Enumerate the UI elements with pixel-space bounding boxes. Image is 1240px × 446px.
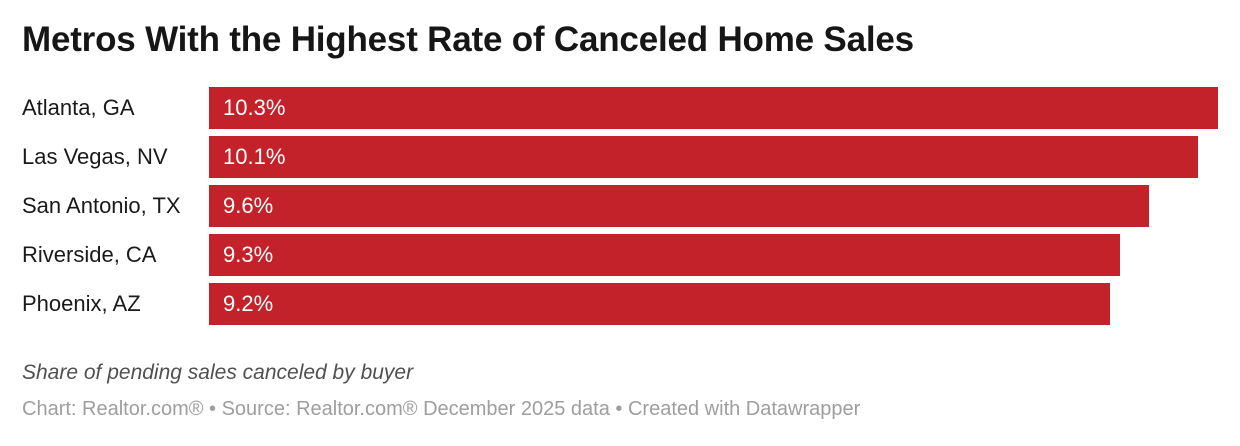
chart-note: Share of pending sales canceled by buyer (22, 360, 414, 384)
bar-track: 9.6% (209, 184, 1218, 227)
value-label: 9.6% (223, 192, 274, 218)
bar-chart: Atlanta, GA 10.3% Las Vegas, NV 10.1% San An… (22, 86, 1218, 325)
bar-track: 10.3% (209, 86, 1218, 129)
category-label: Phoenix, AZ (22, 290, 141, 316)
bar-row: San Antonio, TX 9.6% (22, 184, 1218, 227)
bar[interactable]: 9.2% (209, 282, 1111, 325)
bar-row: Phoenix, AZ 9.2% (22, 282, 1218, 325)
bar-track: 9.2% (209, 282, 1218, 325)
value-label: 9.2% (223, 290, 274, 316)
value-label: 10.3% (223, 94, 286, 120)
category-label: Riverside, CA (22, 241, 157, 267)
bar[interactable]: 9.3% (209, 233, 1121, 276)
bar[interactable]: 10.3% (209, 86, 1218, 129)
value-label: 9.3% (223, 241, 274, 267)
bar[interactable]: 9.6% (209, 184, 1150, 227)
bar-row: Las Vegas, NV 10.1% (22, 135, 1218, 178)
value-label: 10.1% (223, 143, 286, 169)
chart-title: Metros With the Highest Rate of Canceled… (22, 20, 914, 59)
chart-byline: Chart: Realtor.com® • Source: Realtor.co… (22, 398, 861, 421)
bar[interactable]: 10.1% (209, 135, 1199, 178)
category-label: Atlanta, GA (22, 94, 135, 120)
bar-row: Atlanta, GA 10.3% (22, 86, 1218, 129)
category-label: San Antonio, TX (22, 192, 181, 218)
bar-track: 9.3% (209, 233, 1218, 276)
bar-row: Riverside, CA 9.3% (22, 233, 1218, 276)
category-label: Las Vegas, NV (22, 143, 168, 169)
bar-track: 10.1% (209, 135, 1218, 178)
